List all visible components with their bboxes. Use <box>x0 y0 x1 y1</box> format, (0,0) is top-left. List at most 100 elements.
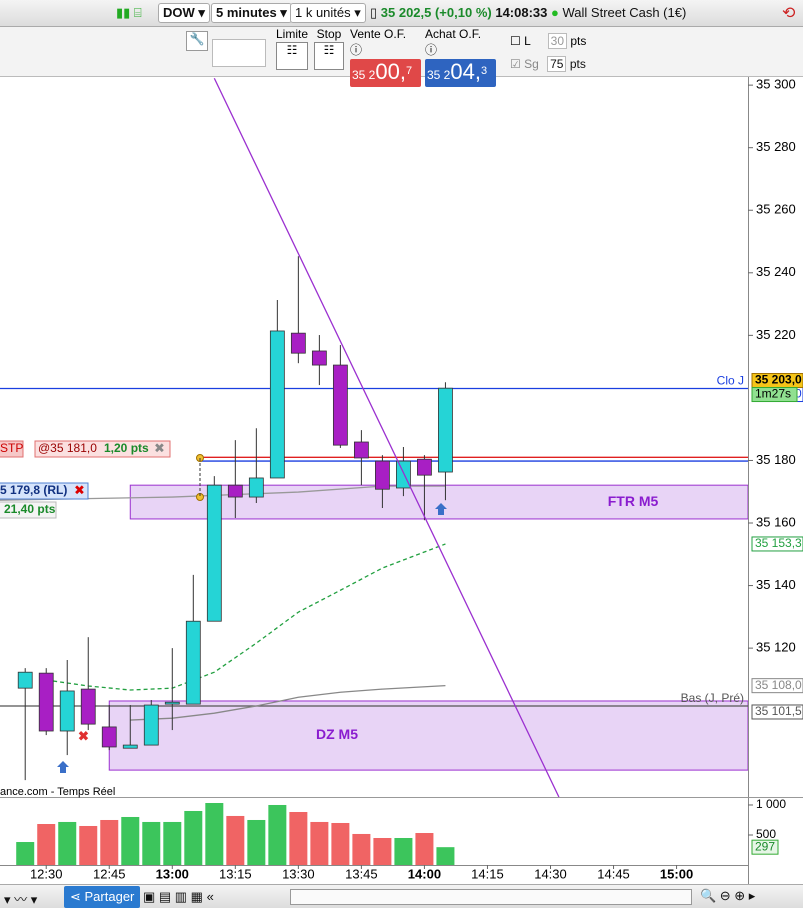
share-text: Partager <box>84 889 135 904</box>
stop-button[interactable]: Stop ☷ <box>314 27 344 70</box>
candle-body <box>59 690 75 732</box>
moving-average <box>130 685 446 721</box>
buy-button[interactable]: Achat O.F. ⓘ 35 204,3 <box>425 27 496 87</box>
misc-icons[interactable]: ▣ ▤ ▥ ▦ « <box>143 889 214 904</box>
volume-bar <box>310 821 329 865</box>
volume-tick-label: 500 <box>756 827 776 841</box>
time-axis <box>0 866 748 884</box>
timeframe[interactable]: 5 minutes ▾ <box>211 3 292 23</box>
buy-sup: 3 <box>480 65 488 77</box>
order-distance: 1,20 pts <box>104 441 149 455</box>
volume-bar <box>100 819 119 865</box>
tool-button[interactable]: 🔧 <box>186 31 208 51</box>
y-tick-label: 35 260 <box>756 202 796 217</box>
candle-body <box>332 364 348 446</box>
volume-tick-label: 1 000 <box>756 797 786 811</box>
volume-bar <box>436 847 455 865</box>
top-toolbar: ▮▮ ⌸ DOW ▾ 5 minutes ▾ 1 k unités ▾ ▯ 35… <box>0 0 803 27</box>
volume-bar <box>58 821 77 865</box>
time: 14:08:33 <box>495 5 548 20</box>
sell-prefix: 35 2 <box>352 68 376 82</box>
level-name: Bas (J, Pré) <box>681 691 744 705</box>
candle-body <box>17 671 33 689</box>
volume-bar <box>268 804 287 865</box>
scrollbar[interactable] <box>290 889 692 905</box>
x-tick-label: 14:45 <box>597 866 630 881</box>
quantity[interactable]: 1 k unités ▾ <box>290 3 366 23</box>
instrument[interactable]: DOW ▾ <box>158 3 210 23</box>
order-toolbar: 🔧 Limite ☷ Stop ☷ Vente O.F. ⓘ 35 200,7 Ach… <box>0 27 803 87</box>
volume-bar <box>121 816 140 865</box>
l-value[interactable]: 30 <box>547 33 568 49</box>
volume-last-box <box>751 839 779 855</box>
plot-area <box>0 77 748 797</box>
sg-label: Sg <box>524 57 539 71</box>
sg-unit: pts <box>569 57 586 71</box>
candle-body <box>122 744 138 749</box>
volume-bar <box>205 803 224 865</box>
volume-bar <box>247 819 266 865</box>
candle-body <box>311 350 327 366</box>
quantity-input[interactable] <box>212 39 266 67</box>
zoom-icons[interactable]: 🔍 ⊖ ⊕ ▸ <box>700 888 756 903</box>
volume-bar <box>142 821 161 865</box>
order-close: ✖ <box>154 440 165 455</box>
buy-prefix: 35 2 <box>427 68 451 82</box>
candle-body <box>227 484 243 498</box>
candle-body <box>290 332 306 354</box>
y-tick-label: 35 280 <box>756 139 796 154</box>
signal-cross: ✖ <box>78 728 89 743</box>
last-price-label: 35 203,0 <box>755 373 802 387</box>
candle-body <box>248 477 264 498</box>
zone <box>108 700 748 771</box>
candle-icon[interactable]: ▮▮ ⌸ <box>116 5 142 20</box>
sell-label: Vente O.F. <box>350 27 407 41</box>
ma-label: 35 108,0 <box>755 678 802 692</box>
volume-bar <box>394 837 413 865</box>
sell-button[interactable]: Vente O.F. ⓘ 35 200,7 <box>350 27 421 87</box>
volume-last-label: 297 <box>755 839 775 853</box>
y-tick-label: 35 220 <box>756 327 796 342</box>
trendline <box>213 77 560 797</box>
volume-bar <box>79 825 98 865</box>
candle-body <box>101 726 117 748</box>
sg-value[interactable]: 75 <box>547 56 567 72</box>
l-row: ☐ L 30 pts <box>510 33 587 49</box>
x-tick-label: 13:45 <box>345 866 378 881</box>
ma-label-box <box>751 678 803 694</box>
level-name: Clo J <box>717 374 744 388</box>
y-tick-label: 35 140 <box>756 577 796 592</box>
tools-icons[interactable]: ▾ 〰 ▾ <box>4 892 38 907</box>
instrument-text: DOW <box>163 5 195 20</box>
volume-bar <box>163 821 182 865</box>
moving-average <box>46 543 446 691</box>
volume-bar <box>331 822 350 865</box>
y-tick-label: 35 240 <box>756 264 796 279</box>
order-close: ✖ <box>74 482 85 497</box>
candle-body <box>438 387 453 473</box>
volume-bar <box>289 812 308 865</box>
candle-body <box>38 672 54 732</box>
stop-text: Stop <box>316 27 342 41</box>
order-type: STP <box>0 441 23 455</box>
candle-body <box>143 704 159 746</box>
buy-label: Achat O.F. <box>425 27 482 41</box>
order-box <box>0 482 89 500</box>
share-button[interactable]: ⋖ Partager <box>64 886 141 908</box>
sell-sup: 7 <box>405 65 413 77</box>
order-box <box>34 440 171 458</box>
quantity-text: 1 k unités <box>295 5 351 20</box>
candle-body <box>185 620 201 705</box>
x-tick-label: 13:00 <box>156 866 189 881</box>
distance-box <box>0 501 57 519</box>
limit-button[interactable]: Limite ☷ <box>276 27 308 70</box>
zone-label: DZ M5 <box>316 726 358 742</box>
x-tick-label: 13:15 <box>219 866 252 881</box>
refresh-icon[interactable]: ⟲ <box>782 5 796 22</box>
volume-bar <box>16 842 35 865</box>
candle-body <box>375 460 390 490</box>
x-tick-label: 12:30 <box>30 866 63 881</box>
l-label: L <box>524 34 531 48</box>
volume-bar <box>373 837 392 865</box>
